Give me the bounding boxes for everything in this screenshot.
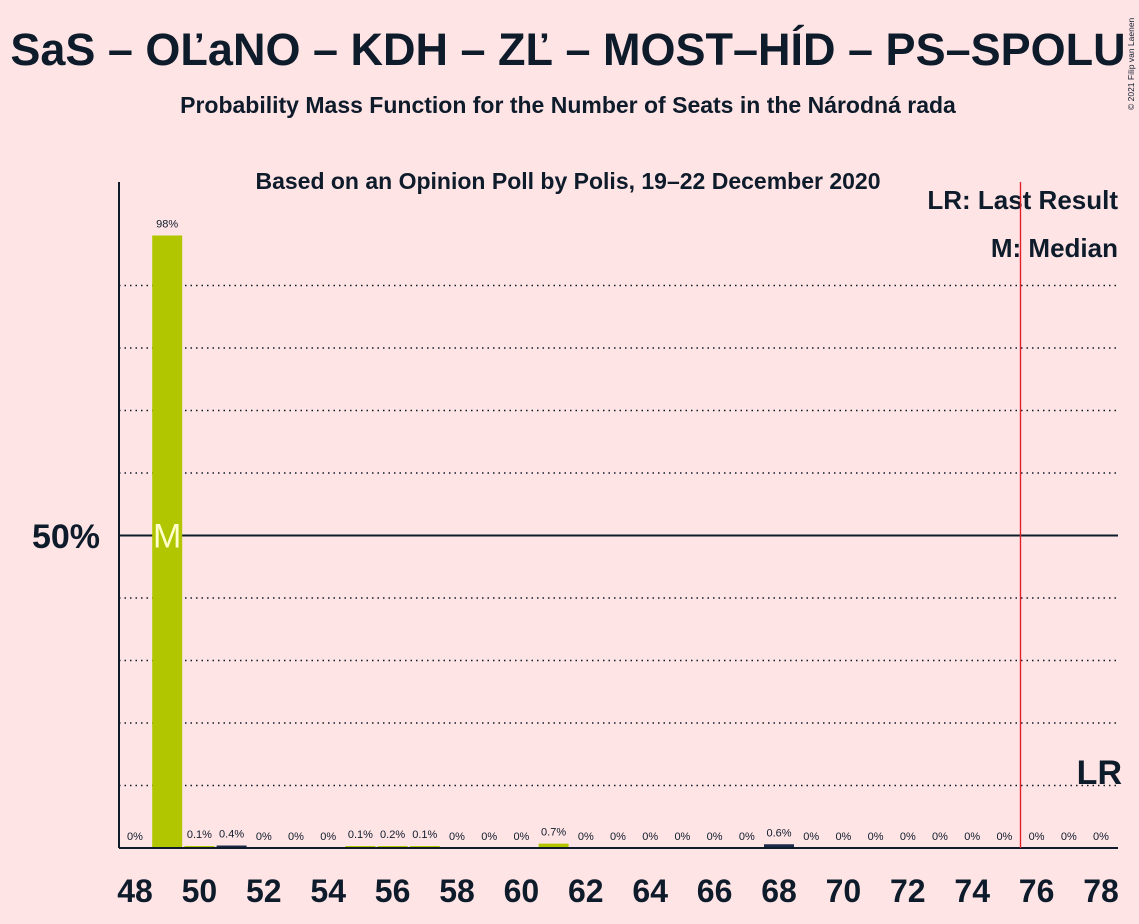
legend-median: M: Median	[991, 233, 1118, 263]
x-tick-label-58: 58	[439, 873, 475, 909]
bar-label-49: 98%	[156, 219, 178, 231]
x-tick-label-76: 76	[1019, 873, 1055, 909]
bar-label-63: 0%	[610, 831, 626, 843]
x-tick-label-62: 62	[568, 873, 604, 909]
bar-label-51: 0.4%	[219, 829, 244, 841]
bar-label-53: 0%	[288, 831, 304, 843]
bar-labels-group: 0% 98% 0.1% 0.4% 0% 0% 0% 0.1% 0.2% 0.1% 0% 0% 0% 0.7…	[127, 219, 1109, 844]
bar-label-67: 0%	[739, 831, 755, 843]
bar-label-65: 0%	[674, 831, 690, 843]
chart-subtitle-1: Probability Mass Function for the Number…	[180, 92, 956, 118]
x-tick-label-64: 64	[632, 873, 668, 909]
bar-label-56: 0.2%	[380, 829, 405, 841]
gridlines	[119, 284, 1118, 787]
chart-subtitle-2: Based on an Opinion Poll by Polis, 19–22…	[255, 168, 880, 194]
bar-seats-68	[764, 844, 794, 848]
median-marker: M	[153, 518, 181, 556]
y-tick-label-50: 50%	[32, 518, 100, 556]
x-tick-label-56: 56	[375, 873, 411, 909]
x-tick-label-78: 78	[1083, 873, 1119, 909]
bar-label-73: 0%	[932, 831, 948, 843]
bar-label-48: 0%	[127, 831, 143, 843]
bar-label-70: 0%	[835, 831, 851, 843]
bar-label-72: 0%	[900, 831, 916, 843]
bar-label-61: 0.7%	[541, 827, 566, 839]
bar-label-50: 0.1%	[187, 829, 212, 841]
legend-last-result: LR: Last Result	[927, 185, 1118, 215]
x-tick-label-60: 60	[504, 873, 540, 909]
x-tick-label-66: 66	[697, 873, 733, 909]
x-tick-label-54: 54	[310, 873, 346, 909]
bar-label-60: 0%	[513, 831, 529, 843]
bar-label-57: 0.1%	[412, 829, 437, 841]
copyright-notice: © 2021 Filip van Laenen	[1126, 17, 1136, 110]
bar-label-66: 0%	[707, 831, 723, 843]
bar-label-77: 0%	[1061, 831, 1077, 843]
bar-label-59: 0%	[481, 831, 497, 843]
bar-label-64: 0%	[642, 831, 658, 843]
bar-label-62: 0%	[578, 831, 594, 843]
bar-seats-51	[216, 845, 247, 848]
x-tick-label-70: 70	[826, 873, 862, 909]
bar-label-78: 0%	[1093, 831, 1109, 843]
last-result-marker: LR	[1077, 754, 1122, 792]
bar-label-71: 0%	[868, 831, 884, 843]
x-tick-label-48: 48	[117, 873, 153, 909]
bar-label-74: 0%	[964, 831, 980, 843]
x-tick-label-50: 50	[182, 873, 218, 909]
x-tick-label-52: 52	[246, 873, 282, 909]
x-tick-label-74: 74	[954, 873, 990, 909]
bar-label-52: 0%	[256, 831, 272, 843]
bar-seats-61	[538, 843, 569, 848]
chart-title: SaS – OĽaNO – KDH – ZĽ – MOST–HÍD – PS–S…	[10, 24, 1125, 75]
bar-label-54: 0%	[320, 831, 336, 843]
bar-seats-49	[152, 235, 183, 848]
bar-label-58: 0%	[449, 831, 465, 843]
x-tick-label-68: 68	[761, 873, 797, 909]
bar-label-68: 0.6%	[766, 827, 791, 839]
x-axis-ticks: 48 50 52 54 56 58 60 62 64 66 68 70 72 74 76 78	[117, 873, 1119, 909]
bar-label-55: 0.1%	[348, 829, 373, 841]
bar-label-76: 0%	[1029, 831, 1045, 843]
bar-label-75: 0%	[996, 831, 1012, 843]
x-tick-label-72: 72	[890, 873, 926, 909]
bars-group	[152, 235, 794, 848]
bar-label-69: 0%	[803, 831, 819, 843]
